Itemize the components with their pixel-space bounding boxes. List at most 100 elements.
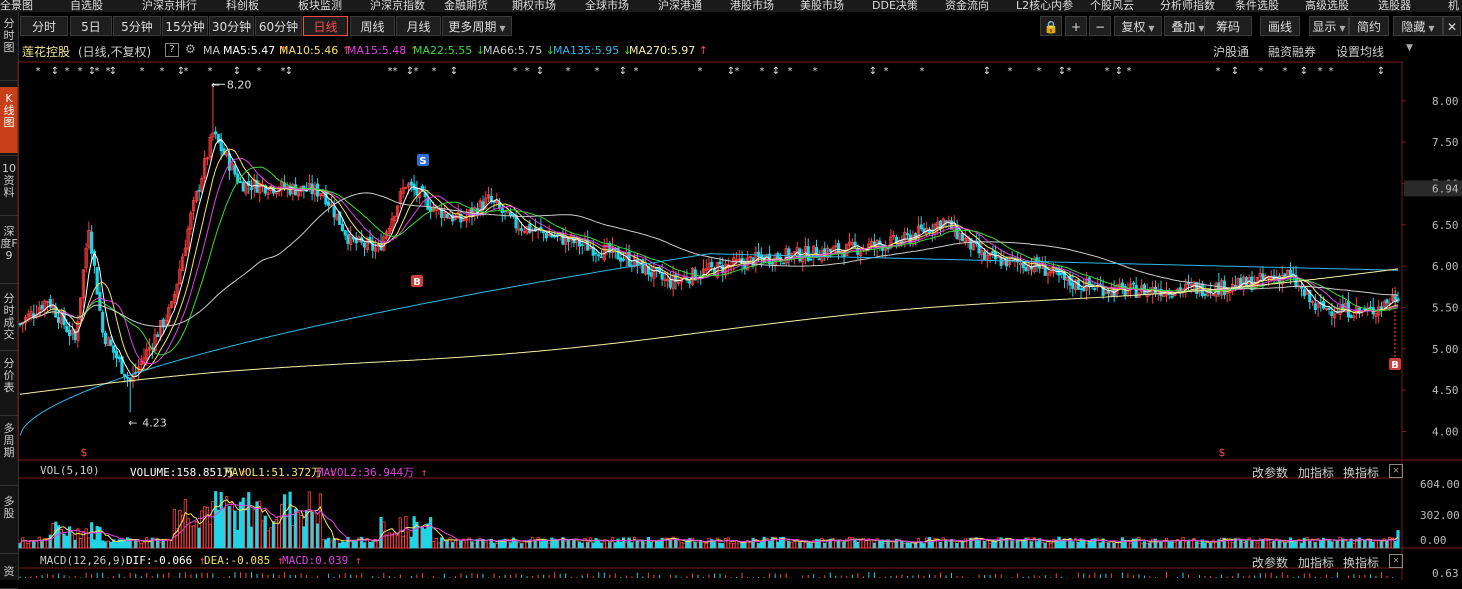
period-tab-5[interactable]: 60分钟	[255, 16, 302, 36]
left-tab-5[interactable]: 分价表	[3, 357, 15, 394]
event-marker: ↕	[1377, 66, 1385, 77]
volume-bar	[429, 517, 433, 549]
volume-bar	[803, 541, 808, 549]
volume-bar	[40, 541, 44, 549]
candle-body	[1087, 277, 1091, 287]
left-tab-7[interactable]: 多股	[3, 495, 15, 520]
link-ma-settings[interactable]: 设置均线	[1336, 45, 1385, 59]
macd-add-indicator-button[interactable]: 加指标	[1298, 556, 1335, 570]
period-tab-2[interactable]: 5分钟	[113, 16, 161, 36]
left-tab-2[interactable]: 10资料	[2, 162, 16, 199]
candle-body	[197, 189, 201, 192]
tool-button-2[interactable]: 筹码	[1204, 16, 1252, 36]
event-marker: *	[95, 66, 100, 77]
candle-body	[580, 244, 584, 246]
left-tab-3[interactable]: 深度F9	[0, 225, 18, 262]
top-menu-item-13[interactable]: 资金流向	[945, 0, 989, 12]
top-menu-item-20[interactable]: 机	[1448, 0, 1459, 12]
plus-icon[interactable]: +	[1065, 16, 1087, 36]
volume-bar	[586, 542, 590, 549]
top-menu-item-12[interactable]: DDE决策	[872, 0, 918, 12]
left-tab-8[interactable]: 资	[3, 565, 15, 578]
top-menu-item-5[interactable]: 沪深京指数	[370, 0, 425, 12]
vol-switch-indicator-button[interactable]: 换指标	[1343, 466, 1380, 480]
macd-switch-indicator-button[interactable]: 换指标	[1343, 556, 1380, 570]
left-tab-6[interactable]: 多周期	[3, 422, 15, 459]
top-menu-item-6[interactable]: 金融期货	[444, 0, 488, 12]
tool-button-5[interactable]: 简约	[1349, 16, 1389, 36]
top-menu-item-10[interactable]: 港股市场	[730, 0, 774, 12]
candle-body	[238, 181, 243, 183]
tool-button-3[interactable]: 画线	[1260, 16, 1300, 36]
candle-body	[464, 215, 469, 221]
link-hugutong[interactable]: 沪股通	[1213, 45, 1250, 59]
candle-body	[219, 139, 223, 151]
candle-body	[985, 254, 989, 260]
top-menu-item-0[interactable]: 全景图	[0, 0, 33, 12]
volume-bar	[544, 540, 548, 549]
window-close-icon[interactable]: ✕	[1443, 16, 1461, 36]
candle-body	[1368, 306, 1373, 309]
candle-body	[236, 173, 240, 183]
top-menu-item-17[interactable]: 条件选股	[1235, 0, 1279, 12]
period-tab-6[interactable]: 日线	[303, 16, 348, 36]
tool-button-1[interactable]: 叠加 ▼	[1164, 16, 1212, 36]
vol-close-icon[interactable]: ✕	[1389, 464, 1403, 478]
top-menu-item-18[interactable]: 高级选股	[1305, 0, 1349, 12]
volume-bar	[379, 516, 383, 549]
gear-icon[interactable]: ⚙	[185, 42, 196, 56]
top-menu-item-8[interactable]: 全球市场	[585, 0, 629, 12]
period-tab-9[interactable]: 更多周期 ▼	[442, 16, 512, 36]
left-tab-0[interactable]: 分时图	[3, 17, 15, 54]
minus-icon[interactable]: −	[1089, 16, 1111, 36]
period-tab-8[interactable]: 月线	[396, 16, 441, 36]
period-tab-7[interactable]: 周线	[350, 16, 395, 36]
top-menu-item-2[interactable]: 沪深京排行	[142, 0, 197, 12]
top-menu-item-14[interactable]: L2核心内参	[1016, 0, 1074, 12]
vol-add-indicator-button[interactable]: 加指标	[1298, 466, 1335, 480]
volume-bar	[644, 542, 648, 549]
top-menu-item-11[interactable]: 美股市场	[800, 0, 844, 12]
tool-button-6[interactable]: 隐藏 ▼	[1393, 16, 1443, 36]
left-tab-1[interactable]: K线图	[0, 87, 18, 153]
top-menu-item-1[interactable]: 自选股	[70, 0, 103, 12]
top-menu-item-7[interactable]: 期权市场	[512, 0, 556, 12]
candle-body	[748, 256, 752, 258]
period-tab-0[interactable]: 分时	[20, 16, 68, 36]
arrow-down-icon: ↓	[475, 44, 485, 57]
left-tab-divider	[0, 215, 18, 216]
left-tab-4[interactable]: 分时成交	[3, 292, 15, 341]
candle-body	[1131, 282, 1136, 285]
tool-button-0[interactable]: 复权 ▼	[1114, 16, 1162, 36]
volume-bar	[588, 537, 593, 549]
volume-bar	[225, 496, 229, 549]
link-rongzi[interactable]: 融资融券	[1268, 45, 1317, 59]
volume-bar	[1156, 541, 1160, 549]
volume-bar	[285, 514, 289, 549]
top-menu-item-4[interactable]: 板块监测	[298, 0, 342, 12]
top-menu-item-9[interactable]: 沪深港通	[658, 0, 702, 12]
tool-button-4[interactable]: 显示 ▼	[1309, 16, 1349, 36]
event-marker: ↕	[536, 66, 544, 77]
volume-bar	[1159, 541, 1163, 549]
vol-tick-1: 302.00	[1420, 509, 1460, 522]
help-icon[interactable]: ?	[165, 43, 179, 57]
period-tab-1[interactable]: 5日	[70, 16, 112, 36]
top-menu-item-16[interactable]: 分析师指数	[1160, 0, 1215, 12]
volume-bar	[922, 543, 926, 549]
period-tab-4[interactable]: 30分钟	[209, 16, 254, 36]
event-marker: *	[788, 66, 793, 77]
period-tab-3[interactable]: 15分钟	[162, 16, 208, 36]
event-marker: ↕	[51, 66, 59, 77]
volume-bar	[1065, 540, 1069, 549]
candle-body	[101, 312, 105, 333]
macd-close-icon[interactable]: ✕	[1389, 554, 1403, 568]
candle-body	[387, 227, 391, 234]
top-menu-item-19[interactable]: 选股器	[1378, 0, 1411, 12]
lock-icon[interactable]: 🔒	[1040, 16, 1062, 36]
macd-edit-params-button[interactable]: 改参数	[1252, 556, 1289, 570]
vol-edit-params-button[interactable]: 改参数	[1252, 466, 1289, 480]
top-menu-item-15[interactable]: 个股风云	[1090, 0, 1134, 12]
top-menu-item-3[interactable]: 科创板	[226, 0, 259, 12]
